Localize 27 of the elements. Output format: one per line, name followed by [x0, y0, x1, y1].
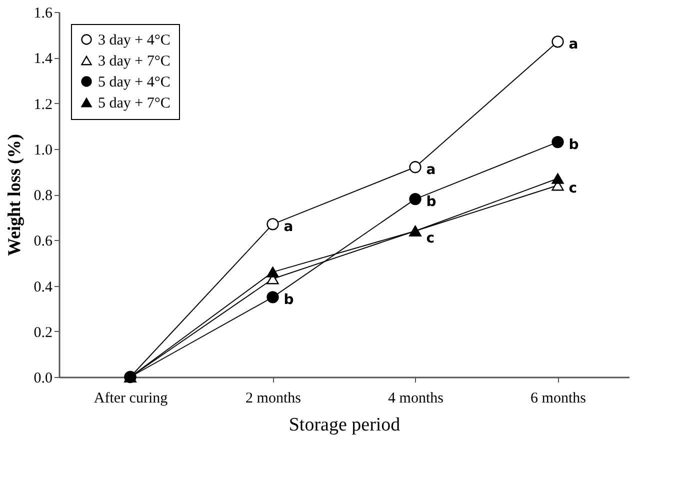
x-tick-label: 6 months	[530, 390, 586, 406]
x-tick-label: 4 months	[388, 390, 444, 406]
annotation: c	[568, 180, 578, 196]
y-tick-label: 0.2	[34, 324, 52, 341]
annotation: a	[568, 36, 578, 53]
legend-label: 5 day + 7°C	[98, 96, 170, 112]
y-axis-title: Weight loss (%)	[4, 134, 24, 256]
y-tick-label: 0.4	[34, 279, 53, 296]
y-tick-label: 1.4	[34, 51, 53, 68]
legend-label: 3 day + 7°C	[98, 54, 170, 70]
x-tick-label: After curing	[94, 390, 168, 406]
y-tick-label: 0.6	[34, 234, 53, 250]
x-tick-label: 2 months	[246, 390, 302, 406]
x-axis-title: Storage period	[288, 414, 401, 436]
legend-label: 5 day + 4°C	[98, 74, 170, 90]
y-tick-label: 1.6	[34, 6, 53, 22]
y-tick-label: 0.0	[34, 370, 52, 386]
annotation: b	[284, 292, 294, 308]
annotation: b	[426, 194, 436, 210]
annotation: a	[426, 162, 436, 178]
legend-label: 3 day + 4°C	[98, 32, 170, 48]
annotation: c	[426, 230, 435, 247]
y-tick-label: 1.0	[34, 142, 52, 158]
y-tick-label: 0.8	[34, 188, 52, 204]
y-tick-label: 1.2	[34, 96, 52, 113]
annotation: b	[568, 137, 579, 154]
annotation: a	[284, 219, 294, 236]
